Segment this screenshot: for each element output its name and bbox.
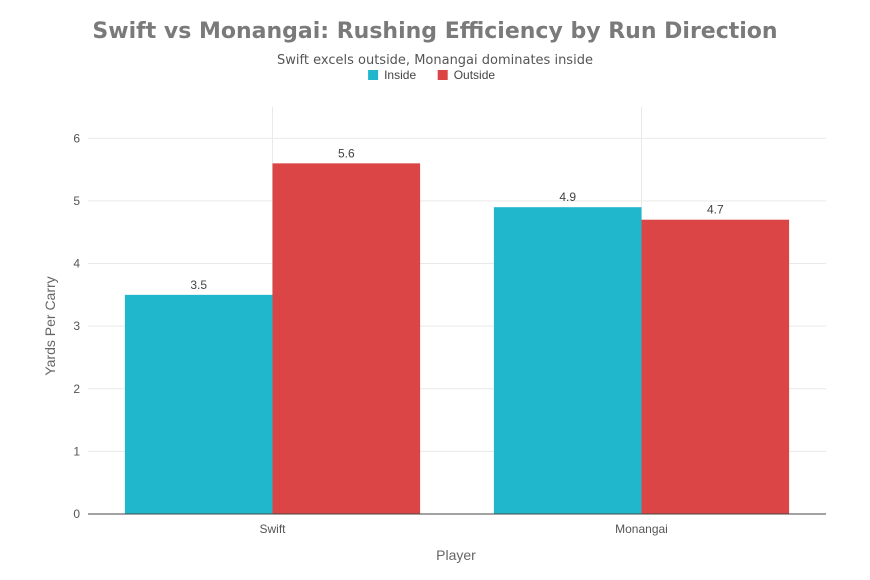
bar-outside <box>641 219 790 514</box>
bar-inside <box>493 207 642 514</box>
y-tick-label: 3 <box>73 319 80 333</box>
y-tick-label: 2 <box>73 382 80 396</box>
bars <box>124 163 790 514</box>
y-tick-label: 6 <box>73 131 80 145</box>
y-tick-label: 1 <box>73 444 80 458</box>
data-labels: 3.5 4.9 5.6 4.7 <box>190 146 724 291</box>
bar-value-label: 4.7 <box>707 203 724 217</box>
legend: Inside Outside <box>368 68 495 82</box>
legend-label-outside: Outside <box>454 68 496 82</box>
chart-title: Swift vs Monangai: Rushing Efficiency by… <box>92 19 777 44</box>
bar-inside <box>124 294 273 514</box>
legend-swatch-inside <box>368 70 379 80</box>
axes: 0 1 2 3 4 5 6 Swift Monangai <box>73 131 826 536</box>
x-axis-title: Player <box>436 547 476 563</box>
legend-swatch-outside <box>437 70 448 80</box>
y-axis-title: Yards Per Carry <box>42 276 58 375</box>
y-tick-label: 4 <box>73 257 80 271</box>
bar-outside <box>272 163 421 514</box>
legend-label-inside: Inside <box>384 68 416 82</box>
x-tick-label: Swift <box>259 522 286 536</box>
y-tick-label: 5 <box>73 194 80 208</box>
y-tick-label: 0 <box>73 507 80 521</box>
bar-value-label: 5.6 <box>338 146 355 160</box>
chart-subtitle: Swift excels outside, Monangai dominates… <box>277 53 593 68</box>
bar-value-label: 3.5 <box>190 278 207 292</box>
x-tick-label: Monangai <box>615 522 668 536</box>
bar-value-label: 4.9 <box>559 190 576 204</box>
